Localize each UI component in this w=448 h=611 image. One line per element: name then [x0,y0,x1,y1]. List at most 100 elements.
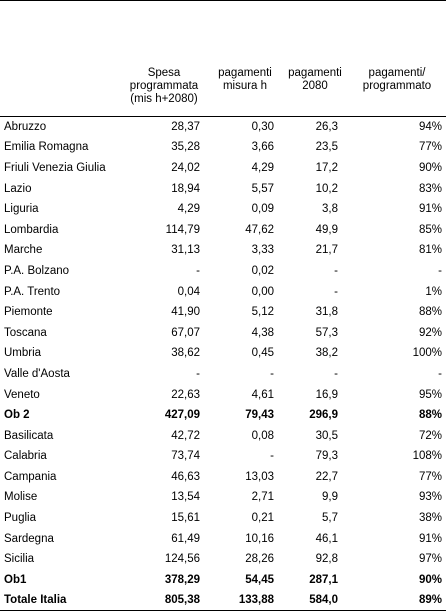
table-row: Emilia Romagna 35,28 3,66 23,5 77% [0,137,446,158]
cell-region: Abruzzo [4,121,47,134]
cell-pagamenti-programmato: 90% [418,573,442,586]
cell-spesa-programmata: 22,63 [171,388,200,401]
cell-pagamenti-2080: 92,8 [315,553,338,566]
cell-spesa-programmata: 805,38 [120,590,208,611]
table-row: Sicilia 124,56 28,26 92,8 97% [0,549,446,570]
cell-pagamenti-2080: 287,1 [309,573,338,586]
cell-pagamenti-2080: 9,9 [322,491,338,504]
cell-pagamenti-programmato: 100% [412,347,442,360]
header-pagamenti-misura-h: pagamenti misura h [208,58,282,117]
table-row: Totale Italia 805,38 133,88 584,0 89% [0,590,446,611]
cell-region: Emilia Romagna [4,141,89,154]
cell-pagamenti-2080: 296,9 [309,409,338,422]
cell-pagamenti-2080: 26,3 [315,121,338,134]
cell-pagamenti-2080: 31,8 [315,306,338,319]
cell-pagamenti-misura-h: 133,88 [208,590,282,611]
table-row: Lombardia 114,79 47,62 49,9 85% [0,219,446,240]
cell-pagamenti-2080: 17,2 [315,161,338,174]
cell-pagamenti-2080: 3,8 [322,203,338,216]
cell-pagamenti-2080: 10,2 [315,182,338,195]
cell-region: Toscana [4,326,47,339]
cell-pagamenti-programmato: 89% [348,590,446,611]
cell-pagamenti-misura-h: 4,38 [251,326,274,339]
table-row: Sardegna 61,49 10,16 46,1 91% [0,528,446,549]
cell-pagamenti-misura-h: 0,02 [251,264,274,277]
table-row: Umbria 38,62 0,45 38,2 100% [0,343,446,364]
cell-region: Puglia [4,512,36,525]
table-row: Lazio 18,94 5,57 10,2 83% [0,178,446,199]
cell-spesa-programmata: 28,37 [171,121,200,134]
cell-pagamenti-misura-h: 28,26 [245,553,274,566]
table-row: Valle d'Aosta - - - - [0,364,446,385]
table-row: Marche 31,13 3,33 21,7 81% [0,240,446,261]
cell-pagamenti-misura-h: - [270,450,274,463]
cell-spesa-programmata: 35,28 [171,141,200,154]
cell-region: Piemonte [4,306,53,319]
cell-region: Lombardia [4,223,59,236]
table-row: Calabria 73,74 - 79,3 108% [0,446,446,467]
cell-pagamenti-2080: 21,7 [315,244,338,257]
cell-pagamenti-misura-h: 3,66 [251,141,274,154]
cell-pagamenti-misura-h: 0,08 [251,429,274,442]
cell-pagamenti-programmato: 91% [418,532,442,545]
cell-spesa-programmata: 18,94 [171,182,200,195]
cell-pagamenti-programmato: 83% [418,182,442,195]
table-row: Liguria 4,29 0,09 3,8 91% [0,199,446,220]
cell-pagamenti-programmato: 91% [418,203,442,216]
cell-pagamenti-2080: 584,0 [282,590,348,611]
cell-region: Campania [4,470,57,483]
cell-region: P.A. Trento [4,285,61,298]
header-pagamenti-2080: pagamenti 2080 [282,58,348,117]
table-header: Spesa programmata (mis h+2080) pagamenti… [0,0,446,117]
cell-spesa-programmata: 73,74 [171,450,200,463]
header-pagamenti-programmato: pagamenti/ programmato [348,58,446,117]
cell-pagamenti-programmato: 108% [412,450,442,463]
cell-spesa-programmata: 13,54 [171,491,200,504]
cell-pagamenti-programmato: 72% [418,429,442,442]
cell-pagamenti-programmato: 38% [418,512,442,525]
cell-spesa-programmata: 46,63 [171,470,200,483]
cell-region: Liguria [4,203,39,216]
cell-region: Veneto [4,388,40,401]
cell-region: Marche [4,244,43,257]
table-row: Basilicata 42,72 0,08 30,5 72% [0,425,446,446]
cell-pagamenti-programmato: 92% [418,326,442,339]
cell-pagamenti-2080: 30,5 [315,429,338,442]
cell-region: Ob 2 [4,409,30,422]
cell-pagamenti-2080: - [334,367,338,380]
cell-pagamenti-2080: 46,1 [315,532,338,545]
table-row: Friuli Venezia Giulia 24,02 4,29 17,2 90% [0,158,446,179]
cell-pagamenti-programmato: 95% [418,388,442,401]
table-row: Abruzzo 28,37 0,30 26,3 94% [0,117,446,138]
table-row: Puglia 15,61 0,21 5,7 38% [0,508,446,529]
cell-region: Valle d'Aosta [4,367,70,380]
cell-spesa-programmata: 31,13 [171,244,200,257]
cell-pagamenti-programmato: 97% [418,553,442,566]
cell-region: Friuli Venezia Giulia [4,161,106,174]
table-row: Molise 13,54 2,71 9,9 93% [0,487,446,508]
cell-spesa-programmata: 61,49 [171,532,200,545]
cell-pagamenti-programmato: 88% [418,306,442,319]
cell-region: Basilicata [4,429,54,442]
cell-pagamenti-programmato: 77% [418,470,442,483]
cell-pagamenti-programmato: 88% [418,409,442,422]
table-row: Campania 46,63 13,03 22,7 77% [0,467,446,488]
cell-pagamenti-2080: - [334,285,338,298]
cell-pagamenti-misura-h: 4,61 [251,388,274,401]
cell-pagamenti-2080: 38,2 [315,347,338,360]
cell-region: Sicilia [4,553,35,566]
cell-pagamenti-2080: 23,5 [315,141,338,154]
table-row: Ob1 378,29 54,45 287,1 90% [0,570,446,591]
cell-spesa-programmata: 124,56 [164,553,200,566]
cell-pagamenti-misura-h: 79,43 [245,409,274,422]
cell-spesa-programmata: 41,90 [171,306,200,319]
cell-pagamenti-misura-h: 0,21 [251,512,274,525]
cell-pagamenti-misura-h: 10,16 [245,532,274,545]
cell-pagamenti-misura-h: - [270,367,274,380]
cell-pagamenti-2080: 16,9 [315,388,338,401]
cell-pagamenti-misura-h: 0,30 [251,121,274,134]
cell-pagamenti-misura-h: 0,45 [251,347,274,360]
cell-pagamenti-misura-h: 13,03 [245,470,274,483]
cell-pagamenti-2080: 5,7 [322,512,338,525]
